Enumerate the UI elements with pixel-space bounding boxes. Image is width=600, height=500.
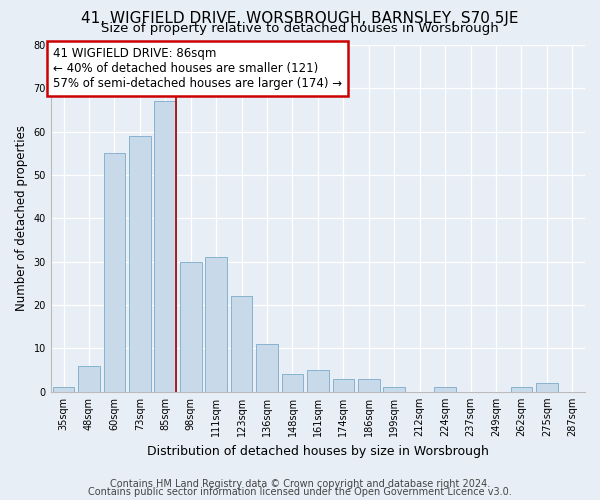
Bar [281,374,303,392]
Bar [53,388,74,392]
Y-axis label: Number of detached properties: Number of detached properties [15,126,28,312]
Text: Size of property relative to detached houses in Worsbrough: Size of property relative to detached ho… [101,22,499,35]
Bar [434,388,456,392]
Bar [332,379,354,392]
Bar [307,370,329,392]
Bar [78,366,100,392]
Bar [154,102,176,392]
Text: 41 WIGFIELD DRIVE: 86sqm
← 40% of detached houses are smaller (121)
57% of semi-: 41 WIGFIELD DRIVE: 86sqm ← 40% of detach… [53,47,343,90]
Text: Contains HM Land Registry data © Crown copyright and database right 2024.: Contains HM Land Registry data © Crown c… [110,479,490,489]
Bar [358,379,380,392]
Bar [511,388,532,392]
Bar [383,388,405,392]
Bar [104,154,125,392]
Bar [536,383,557,392]
Text: 41, WIGFIELD DRIVE, WORSBROUGH, BARNSLEY, S70 5JE: 41, WIGFIELD DRIVE, WORSBROUGH, BARNSLEY… [81,11,519,26]
Bar [231,296,253,392]
Bar [256,344,278,392]
X-axis label: Distribution of detached houses by size in Worsbrough: Distribution of detached houses by size … [147,444,489,458]
Bar [180,262,202,392]
Text: Contains public sector information licensed under the Open Government Licence v3: Contains public sector information licen… [88,487,512,497]
Bar [129,136,151,392]
Bar [205,258,227,392]
